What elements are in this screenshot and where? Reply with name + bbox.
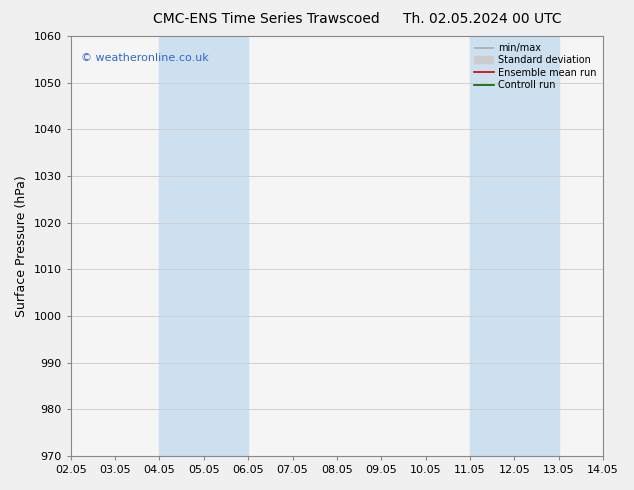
Bar [470, 36, 559, 456]
Text: Th. 02.05.2024 00 UTC: Th. 02.05.2024 00 UTC [403, 12, 561, 26]
Text: © weatheronline.co.uk: © weatheronline.co.uk [81, 53, 209, 63]
Text: CMC-ENS Time Series Trawscoed: CMC-ENS Time Series Trawscoed [153, 12, 380, 26]
Legend: min/max, Standard deviation, Ensemble mean run, Controll run: min/max, Standard deviation, Ensemble me… [472, 41, 598, 92]
Bar [159, 36, 248, 456]
Y-axis label: Surface Pressure (hPa): Surface Pressure (hPa) [15, 175, 28, 317]
